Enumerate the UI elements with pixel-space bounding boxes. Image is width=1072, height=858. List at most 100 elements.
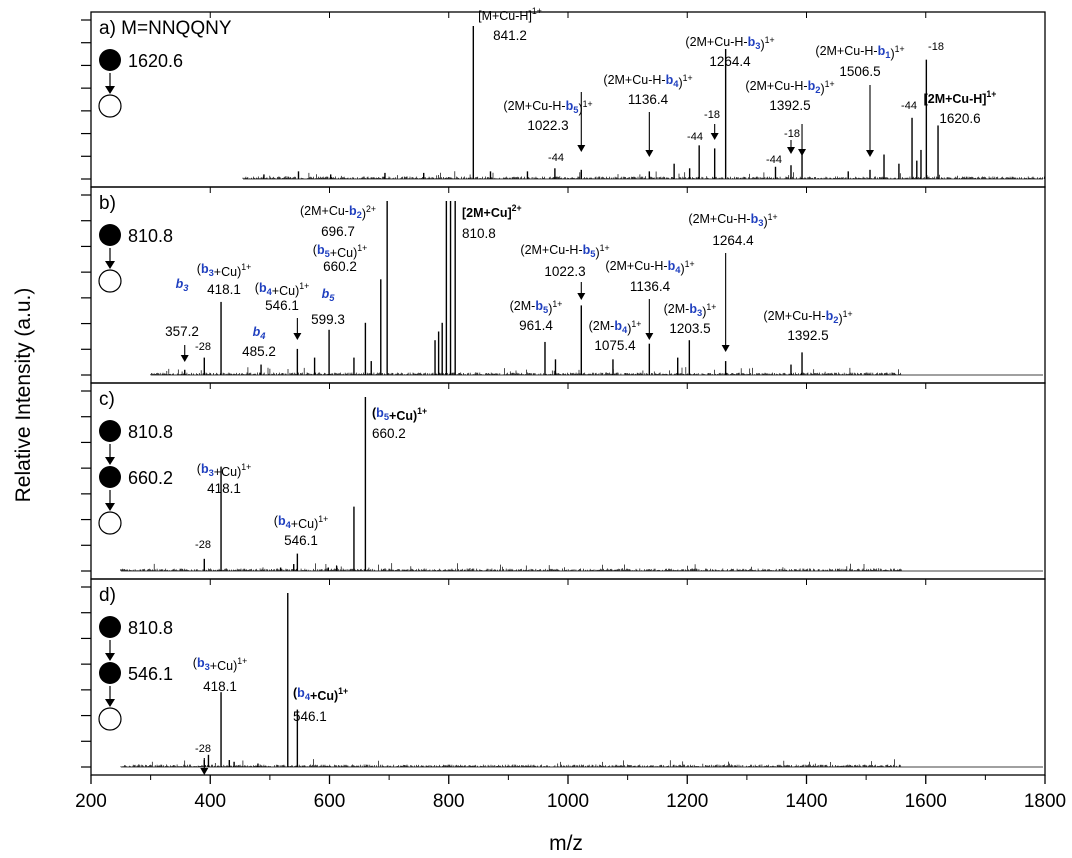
ion-label: b5 <box>322 287 336 303</box>
ion-mz-value: 1264.4 <box>712 233 754 248</box>
annotation-arrowhead-icon <box>786 147 795 154</box>
loss-label: -18 <box>704 109 720 121</box>
x-tick-label: 1600 <box>905 791 947 812</box>
ion-mz-value: 1075.4 <box>594 338 636 353</box>
baseline-noise <box>120 759 902 767</box>
ion-mz-value: 1136.4 <box>628 92 669 107</box>
ion-label: (2M+Cu-H-b3)1+ <box>685 35 774 52</box>
ion-label: (2M+Cu-H-b5)1+ <box>520 243 609 260</box>
x-axis-label: m/z <box>549 832 583 855</box>
precursor-mz: 810.8 <box>128 618 173 638</box>
precursor-circle-icon <box>99 616 121 638</box>
ion-label: (2M+Cu-H-b2)1+ <box>763 309 852 326</box>
baseline-noise <box>242 171 1045 179</box>
ion-mz-value: 1506.5 <box>839 64 880 79</box>
loss-label: -44 <box>766 154 782 166</box>
ion-mz-value: 696.7 <box>321 224 355 239</box>
ion-label: (2M-b3)1+ <box>664 302 717 319</box>
annotation-arrowhead-icon <box>866 150 875 157</box>
loss-label: -18 <box>928 41 944 53</box>
arrowhead-icon <box>105 699 115 707</box>
ion-mz-value: 418.1 <box>203 679 237 694</box>
loss-label: -28 <box>195 743 211 755</box>
ion-mz-value: 599.3 <box>311 312 345 327</box>
ion-mz-value: 418.1 <box>207 282 241 297</box>
ion-label: (2M+Cu-H-b1)1+ <box>815 44 904 61</box>
annotation-arrowhead-icon <box>645 150 654 157</box>
ion-mz-value: 485.2 <box>242 344 276 359</box>
x-axis: 200 400 600 800 1000 1200 1400 1600 1800 <box>75 12 1066 812</box>
ion-mz-value: 961.4 <box>519 318 553 333</box>
ion-mz-value: 841.2 <box>493 28 527 43</box>
precursor-mz: 660.2 <box>128 468 173 488</box>
x-tick-label: 1000 <box>547 791 589 812</box>
loss-label: -18 <box>784 128 800 140</box>
annotation-arrowhead-icon <box>721 345 730 352</box>
loss-label: -44 <box>687 131 703 143</box>
loss-label: -28 <box>195 539 211 551</box>
ion-label: b4 <box>253 325 267 341</box>
panel-frame <box>90 578 1046 776</box>
panel-c: c) 810.8 660.2 -28 (b3+Cu)1+ 418.1 (b4+Cu)1+ 54… <box>81 382 1046 580</box>
panel-a: a) M=NNQQNY 1620.6 [M+Cu-H]1+ 841.2 (2M+Cu-H… <box>81 6 1046 188</box>
ion-mz-value: 1620.6 <box>939 111 980 126</box>
panel-label: c) <box>99 389 115 410</box>
ion-label: (b5+Cu)1+ <box>372 406 427 423</box>
precursor-mz: 810.8 <box>128 422 173 442</box>
ion-label: (2M+Cu-H-b2)1+ <box>745 79 834 96</box>
ion-mz-value: 418.1 <box>207 481 241 496</box>
ion-mz-value: 1392.5 <box>769 98 810 113</box>
loss-label: -44 <box>548 152 564 164</box>
baseline-noise <box>120 563 902 571</box>
ion-mz-value: 546.1 <box>265 298 299 313</box>
ion-label: (b4+Cu)1+ <box>274 514 328 531</box>
x-tick-label: 400 <box>194 791 226 812</box>
loss-label: -28 <box>195 341 211 353</box>
ion-mz-value: 660.2 <box>323 259 357 274</box>
x-tick-label: 1800 <box>1024 791 1066 812</box>
precursor-mz: 546.1 <box>128 664 173 684</box>
x-tick-label: 600 <box>314 791 346 812</box>
y-axis-label: Relative Intensity (a.u.) <box>12 288 35 503</box>
product-circle-icon <box>98 511 122 535</box>
panel-label: d) <box>99 585 116 606</box>
ion-label: (2M-b5)1+ <box>510 299 563 316</box>
x-tick-label: 200 <box>75 791 107 812</box>
precursor-mz: 810.8 <box>128 226 173 246</box>
ion-label: b3 <box>176 277 190 293</box>
x-tick-label: 800 <box>433 791 465 812</box>
baseline-noise <box>150 367 902 375</box>
ion-mz-value: 1022.3 <box>544 264 585 279</box>
ion-mz-value: 1136.4 <box>630 279 671 294</box>
ion-label: (2M+Cu-H-b5)1+ <box>503 99 592 116</box>
arrowhead-icon <box>105 653 115 661</box>
annotation-arrowhead-icon <box>798 149 807 156</box>
x-tick-label: 1200 <box>666 791 708 812</box>
ion-label: (b3+Cu)1+ <box>197 262 251 279</box>
ion-label: (2M+Cu-H-b3)1+ <box>688 212 777 229</box>
x-tick-label: 1400 <box>785 791 827 812</box>
precursor-mz: 1620.6 <box>128 51 183 71</box>
ion-mz-value: 357.2 <box>165 324 199 339</box>
ion-mz-value: 546.1 <box>284 533 318 548</box>
panel-b: b) 810.8 b3 357.2 -28 (b3+Cu)1+ 418.1 b4 485.2 (b… <box>81 186 1046 384</box>
ion-label: (2M+Cu-b2)2+ <box>300 204 376 221</box>
ion-mz-value: 1022.3 <box>527 118 568 133</box>
panels-layer: a) M=NNQQNY 1620.6 [M+Cu-H]1+ 841.2 (2M+Cu-H… <box>81 6 1046 776</box>
product-circle-icon <box>98 707 122 731</box>
precursor-circle-icon <box>99 224 121 246</box>
annotation-arrowhead-icon <box>645 333 654 340</box>
product-circle-icon <box>98 94 122 118</box>
product-circle-icon <box>98 269 122 293</box>
ion-mz-value: 660.2 <box>372 426 406 441</box>
panel-label: a) M=NNQQNY <box>99 18 232 39</box>
precursor-circle-icon <box>99 466 121 488</box>
ion-mz-value: 546.1 <box>293 709 327 724</box>
ion-label: (b5+Cu)1+ <box>313 243 367 260</box>
ion-mz-value: 1203.5 <box>669 321 710 336</box>
precursor-circle-icon <box>99 662 121 684</box>
annotation-arrowhead-icon <box>293 333 302 340</box>
annotation-arrowhead-icon <box>577 145 586 152</box>
precursor-circle-icon <box>99 420 121 442</box>
